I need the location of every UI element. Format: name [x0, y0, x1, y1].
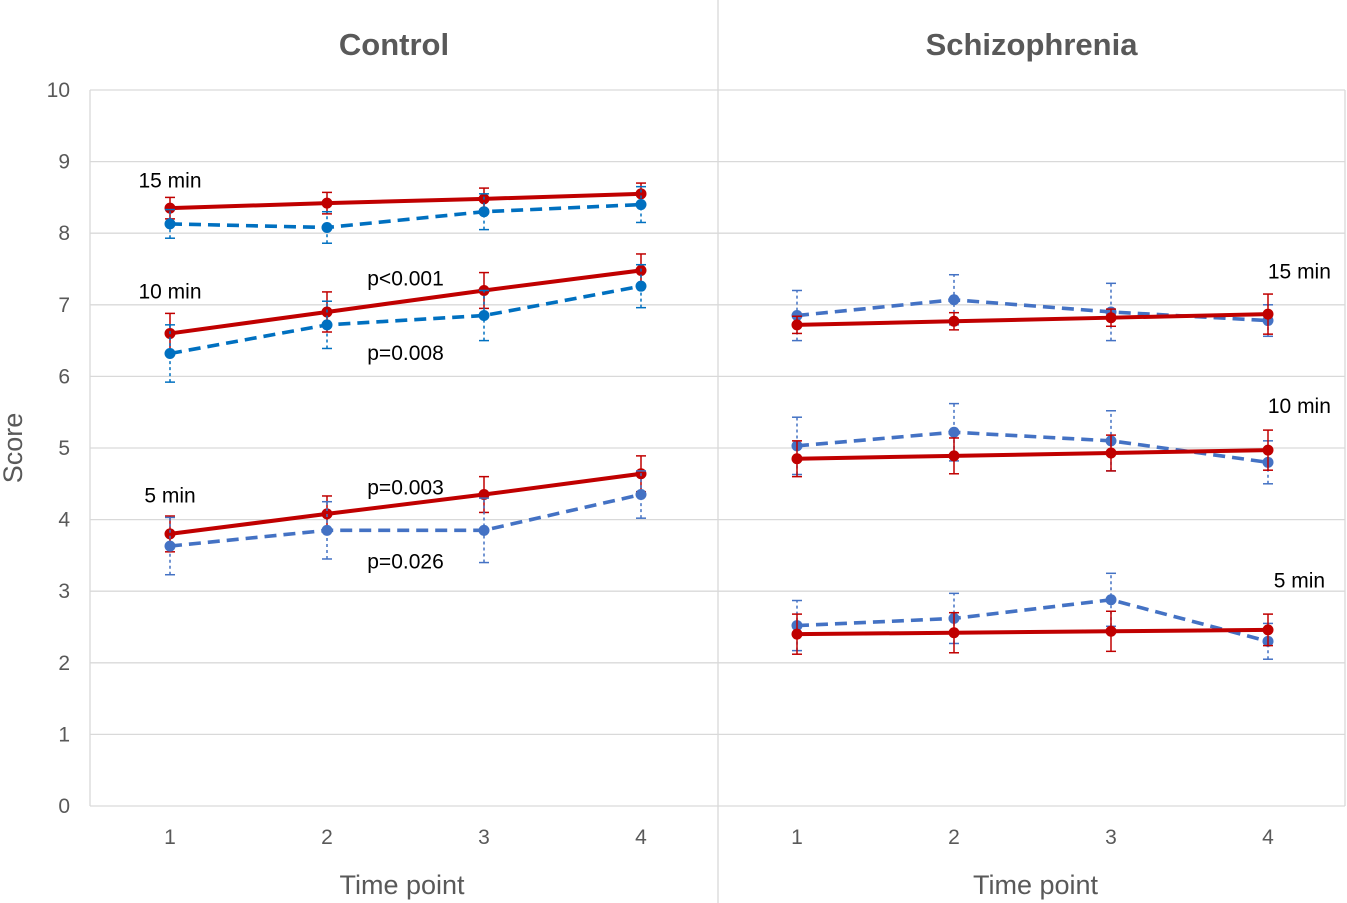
series-0-3 [164, 263, 647, 383]
y-tick-label-3: 3 [58, 580, 70, 603]
annotation-1-1: 10 min [1268, 395, 1331, 418]
x-tick-label-1-1: 1 [791, 826, 803, 849]
data-point-0-0-0 [164, 202, 176, 214]
x-tick-label-1-4: 4 [1262, 826, 1274, 849]
y-tick-label-1: 1 [58, 723, 70, 746]
data-point-1-0-1 [948, 294, 960, 306]
data-point-0-5-1 [321, 524, 333, 536]
y-tick-label-6: 6 [58, 365, 70, 388]
series-0-1 [164, 185, 647, 244]
data-point-1-3-0 [791, 453, 803, 465]
data-point-1-3-1 [948, 450, 960, 462]
data-point-0-4-0 [164, 528, 176, 540]
chart-frame [89, 0, 1346, 903]
data-point-0-1-1 [321, 221, 333, 233]
x-tick-label-1-3: 3 [1105, 826, 1117, 849]
x-tick-label-0-3: 3 [478, 826, 490, 849]
data-point-1-5-1 [948, 627, 960, 639]
series-line-0-2 [169, 268, 642, 336]
series-0-4 [164, 455, 647, 553]
data-point-0-3-2 [478, 310, 490, 322]
annotation-0-1: 10 min [138, 280, 201, 303]
y-tick-label-7: 7 [58, 294, 70, 317]
series-line-0-5 [169, 492, 642, 548]
annotation-1-2: 5 min [1274, 570, 1325, 593]
data-point-0-1-0 [164, 218, 176, 230]
data-point-1-1-1 [948, 315, 960, 327]
series-line-0-1 [169, 202, 642, 230]
data-point-0-4-1 [321, 508, 333, 520]
series-line-1-1 [796, 312, 1269, 327]
x-axis-title-0: Time point [339, 870, 465, 900]
annotation-0-6: p=0.026 [367, 550, 444, 573]
data-point-0-4-2 [478, 489, 490, 501]
data-point-0-3-3 [635, 280, 647, 292]
data-point-0-1-3 [635, 199, 647, 211]
series-0-0 [164, 182, 647, 220]
data-point-1-4-2 [1105, 594, 1117, 606]
series-line-1-2 [796, 430, 1269, 465]
annotation-0-0: 15 min [138, 170, 201, 193]
x-axis-title-1: Time point [973, 870, 1099, 900]
data-point-0-3-0 [164, 347, 176, 359]
series-0-5 [164, 470, 647, 576]
series-line-1-5 [796, 627, 1269, 637]
data-point-0-5-2 [478, 524, 490, 536]
data-point-1-3-2 [1105, 447, 1117, 459]
series-line-1-4 [796, 597, 1269, 644]
series-1-5 [791, 610, 1274, 655]
series-line-0-3 [169, 284, 642, 356]
annotation-0-2: p<0.001 [367, 268, 444, 291]
data-point-1-1-2 [1105, 312, 1117, 324]
data-point-0-1-2 [478, 206, 490, 218]
data-point-0-5-0 [164, 540, 176, 552]
data-point-1-1-3 [1262, 308, 1274, 320]
data-point-1-3-3 [1262, 444, 1274, 456]
series-1-2 [791, 402, 1274, 485]
series-1-4 [791, 572, 1274, 660]
y-tick-label-10: 10 [47, 79, 70, 102]
series-line-0-4 [169, 471, 642, 536]
series-line-1-0 [796, 297, 1269, 323]
data-point-0-0-1 [321, 197, 333, 209]
data-point-0-3-1 [321, 319, 333, 331]
y-tick-label-4: 4 [58, 509, 70, 532]
y-tick-label-8: 8 [58, 222, 70, 245]
annotation-0-4: 5 min [144, 485, 195, 508]
panel-title-control: Control [339, 27, 449, 62]
series-1-1 [791, 293, 1274, 335]
x-tick-label-1-2: 2 [948, 826, 960, 849]
x-tick-label-0-1: 1 [164, 826, 176, 849]
data-point-1-5-0 [791, 628, 803, 640]
y-tick-label-2: 2 [58, 652, 70, 675]
data-point-0-5-3 [635, 489, 647, 501]
y-tick-label-5: 5 [58, 437, 70, 460]
x-tick-label-0-2: 2 [321, 826, 333, 849]
y-tick-label-0: 0 [58, 795, 70, 818]
data-point-1-5-3 [1262, 624, 1274, 636]
data-point-1-2-1 [948, 426, 960, 438]
series-line-0-0 [169, 191, 642, 211]
annotation-0-5: p=0.003 [367, 477, 444, 500]
series-1-0 [791, 273, 1274, 342]
y-tick-label-9: 9 [58, 151, 70, 174]
series-1-3 [791, 429, 1274, 478]
x-tick-label-0-4: 4 [635, 826, 647, 849]
data-point-1-1-0 [791, 319, 803, 331]
data-point-1-5-2 [1105, 625, 1117, 637]
annotation-0-3: p=0.008 [367, 342, 444, 365]
y-axis-title: Score [0, 413, 28, 484]
data-point-0-0-3 [635, 188, 647, 200]
panel-title-schizophrenia: Schizophrenia [926, 27, 1139, 62]
annotation-1-0: 15 min [1268, 260, 1331, 283]
series-line-1-3 [796, 448, 1269, 461]
series-layer [164, 182, 1274, 660]
